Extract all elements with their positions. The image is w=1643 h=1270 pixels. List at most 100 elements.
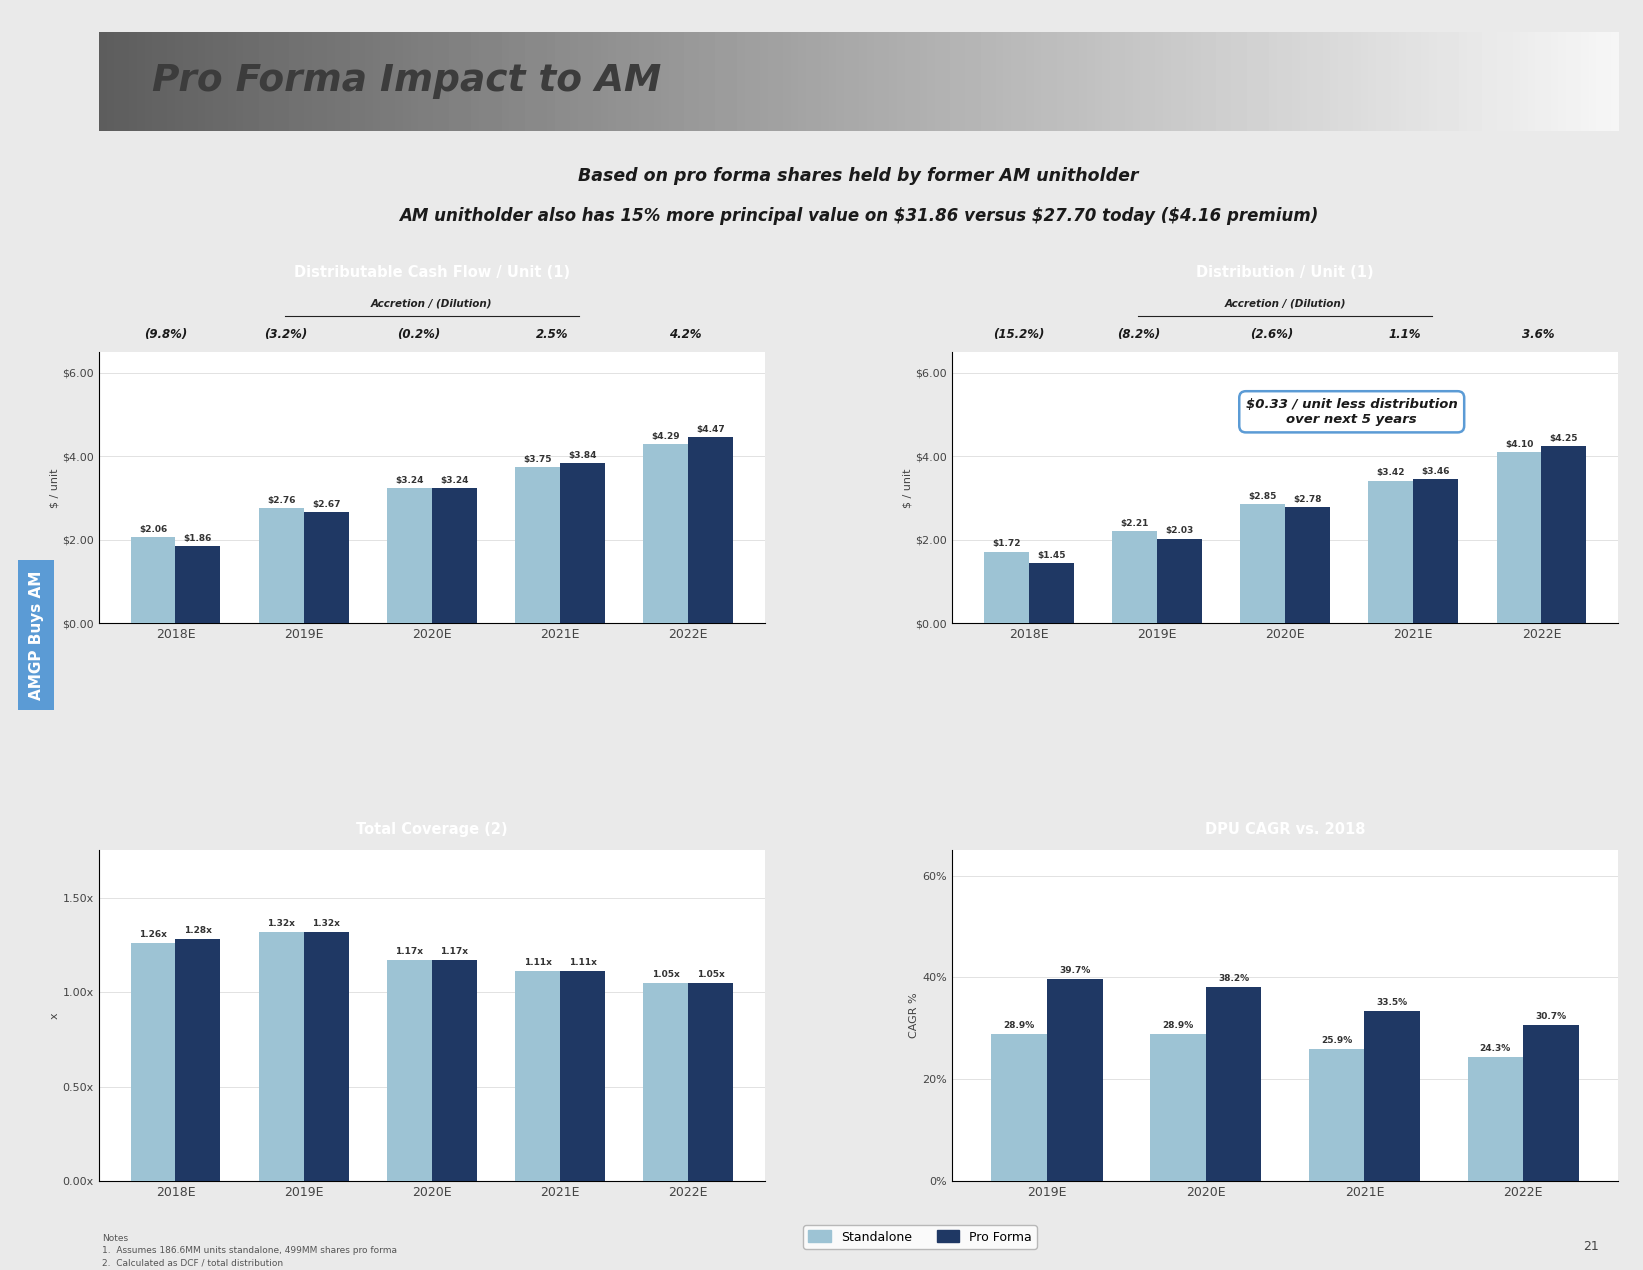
Text: $4.47: $4.47	[697, 424, 725, 433]
Text: AMGP Buys AM: AMGP Buys AM	[28, 570, 44, 700]
Text: $4.10: $4.10	[1505, 439, 1533, 450]
Bar	[1285, 508, 1329, 624]
Bar	[1467, 1058, 1523, 1181]
Bar	[304, 931, 348, 1181]
Text: 24.3%: 24.3%	[1480, 1044, 1512, 1053]
Text: 38.2%: 38.2%	[1217, 974, 1249, 983]
Text: 39.7%: 39.7%	[1060, 966, 1091, 975]
Text: 1.05x: 1.05x	[697, 969, 725, 979]
Text: $3.75: $3.75	[524, 455, 552, 464]
Bar	[388, 488, 432, 624]
Bar	[1206, 987, 1262, 1181]
Text: $2.78: $2.78	[1293, 495, 1321, 504]
Text: 21: 21	[1582, 1241, 1599, 1253]
Text: 1.11x: 1.11x	[568, 959, 596, 968]
Text: $3.46: $3.46	[1421, 467, 1449, 476]
Text: 28.9%: 28.9%	[1004, 1021, 1035, 1030]
Bar	[432, 488, 476, 624]
Bar	[1541, 446, 1585, 624]
Text: 1.11x: 1.11x	[524, 959, 552, 968]
Text: 30.7%: 30.7%	[1535, 1012, 1566, 1021]
Bar	[1150, 1034, 1206, 1181]
Bar	[432, 960, 476, 1181]
Text: 1.26x: 1.26x	[140, 930, 168, 939]
Bar	[176, 939, 220, 1181]
Bar	[560, 464, 605, 624]
Text: 25.9%: 25.9%	[1321, 1036, 1352, 1045]
Text: (2.6%): (2.6%)	[1250, 328, 1293, 340]
Text: Based on pro forma shares held by former AM unitholder: Based on pro forma shares held by former…	[578, 168, 1139, 185]
Bar	[644, 444, 688, 624]
Text: 3.6%: 3.6%	[1521, 328, 1554, 340]
Text: $1.86: $1.86	[184, 533, 212, 542]
Text: $4.25: $4.25	[1549, 434, 1579, 443]
Bar	[688, 983, 733, 1181]
Text: (0.2%): (0.2%)	[398, 328, 440, 340]
Text: $2.85: $2.85	[1249, 493, 1277, 502]
Text: AM unitholder also has 15% more principal value on $31.86 versus $27.70 today ($: AM unitholder also has 15% more principa…	[399, 207, 1318, 225]
Bar	[1413, 479, 1457, 624]
Bar	[560, 972, 605, 1181]
Bar	[388, 960, 432, 1181]
Bar	[1157, 538, 1201, 624]
Bar	[1309, 1049, 1364, 1181]
Bar	[991, 1034, 1047, 1181]
Bar	[1047, 979, 1102, 1181]
Text: (15.2%): (15.2%)	[992, 328, 1045, 340]
Bar	[131, 537, 176, 624]
Bar	[1523, 1025, 1579, 1181]
Text: 2.5%: 2.5%	[536, 328, 568, 340]
Text: DPU CAGR vs. 2018: DPU CAGR vs. 2018	[1204, 822, 1365, 837]
Text: Distributable Cash Flow / Unit (1): Distributable Cash Flow / Unit (1)	[294, 264, 570, 279]
Text: $3.24: $3.24	[396, 476, 424, 485]
Text: 1.17x: 1.17x	[396, 947, 424, 956]
Bar	[1369, 480, 1413, 624]
Bar	[1112, 531, 1157, 624]
Text: 1.1%: 1.1%	[1388, 328, 1421, 340]
Text: $2.03: $2.03	[1165, 527, 1193, 536]
Text: 4.2%: 4.2%	[669, 328, 702, 340]
Text: $2.06: $2.06	[140, 526, 168, 535]
Bar	[516, 467, 560, 624]
Bar	[984, 551, 1029, 624]
Text: Pro Forma Impact to AM: Pro Forma Impact to AM	[151, 64, 660, 99]
Text: $3.42: $3.42	[1377, 469, 1405, 478]
Text: $2.67: $2.67	[312, 499, 340, 509]
Text: $1.72: $1.72	[992, 540, 1020, 549]
Bar	[260, 931, 304, 1181]
Bar	[1364, 1011, 1420, 1181]
Bar	[1240, 504, 1285, 624]
Bar	[516, 972, 560, 1181]
Text: 1.17x: 1.17x	[440, 947, 468, 956]
Y-axis label: CAGR %: CAGR %	[909, 993, 920, 1039]
Text: 1.05x: 1.05x	[652, 969, 680, 979]
Bar	[1497, 452, 1541, 624]
Text: $3.84: $3.84	[568, 451, 596, 460]
Y-axis label: $ / unit: $ / unit	[49, 469, 59, 508]
Bar	[1029, 563, 1073, 624]
Text: Accretion / (Dilution): Accretion / (Dilution)	[371, 298, 493, 309]
Bar	[304, 512, 348, 624]
Text: 1.28x: 1.28x	[184, 926, 212, 935]
Bar	[260, 508, 304, 624]
Bar	[176, 546, 220, 624]
Text: (9.8%): (9.8%)	[143, 328, 187, 340]
Text: 1.32x: 1.32x	[312, 918, 340, 927]
Text: $0.33 / unit less distribution
over next 5 years: $0.33 / unit less distribution over next…	[1245, 398, 1457, 425]
Legend: Standalone, Pro Forma: Standalone, Pro Forma	[803, 1226, 1037, 1248]
Text: (8.2%): (8.2%)	[1117, 328, 1160, 340]
Text: $2.76: $2.76	[268, 497, 296, 505]
Text: Distribution / Unit (1): Distribution / Unit (1)	[1196, 264, 1374, 279]
Y-axis label: $ / unit: $ / unit	[902, 469, 912, 508]
Text: $4.29: $4.29	[652, 432, 680, 441]
Text: Accretion / (Dilution): Accretion / (Dilution)	[1224, 298, 1346, 309]
Text: 1.32x: 1.32x	[268, 918, 296, 927]
Bar	[131, 942, 176, 1181]
Bar	[644, 983, 688, 1181]
Text: 33.5%: 33.5%	[1377, 998, 1408, 1007]
Text: $1.45: $1.45	[1037, 551, 1065, 560]
Text: $2.21: $2.21	[1121, 519, 1148, 528]
Text: 28.9%: 28.9%	[1162, 1021, 1193, 1030]
Text: (3.2%): (3.2%)	[263, 328, 307, 340]
Y-axis label: x: x	[49, 1012, 59, 1019]
